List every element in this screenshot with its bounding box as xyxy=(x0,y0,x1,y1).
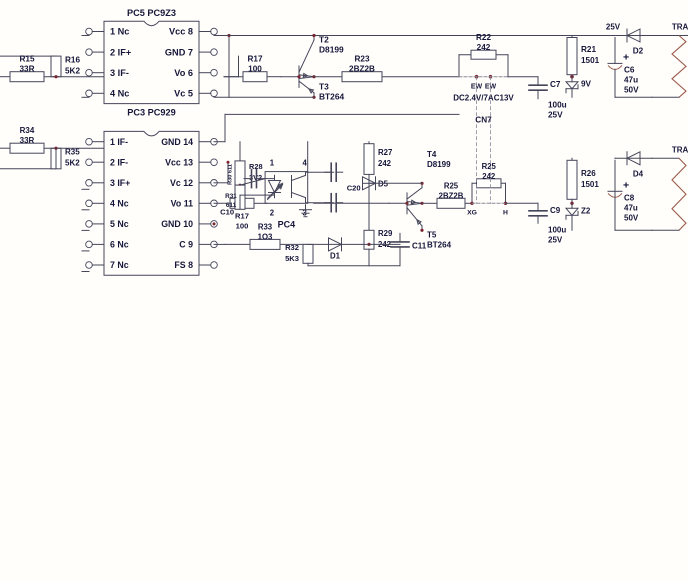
svg-text:6 Nc: 6 Nc xyxy=(110,240,129,250)
svg-text:5K2: 5K2 xyxy=(65,66,80,75)
svg-text:1501: 1501 xyxy=(581,180,599,189)
svg-text:Vo 6: Vo 6 xyxy=(174,68,193,78)
svg-text:R31: R31 xyxy=(225,193,237,200)
svg-text:C 9: C 9 xyxy=(179,240,193,250)
svg-text:BT264: BT264 xyxy=(427,240,452,249)
svg-text:R23: R23 xyxy=(354,55,369,64)
svg-text:Vc 5: Vc 5 xyxy=(174,89,193,99)
svg-text:5K3: 5K3 xyxy=(285,254,299,263)
svg-text:R22: R22 xyxy=(476,33,491,42)
svg-text:T5: T5 xyxy=(427,230,437,239)
svg-text:33R: 33R xyxy=(19,65,34,74)
svg-text:R25: R25 xyxy=(444,181,459,190)
svg-text:25V: 25V xyxy=(548,111,563,120)
svg-text:4 Nc: 4 Nc xyxy=(110,89,129,99)
svg-text:FS 8: FS 8 xyxy=(174,260,193,270)
svg-text:100u: 100u xyxy=(548,101,567,110)
svg-text:25V: 25V xyxy=(548,235,563,244)
svg-text:2 IF+: 2 IF+ xyxy=(110,47,131,57)
svg-text:R32: R32 xyxy=(285,243,299,252)
svg-text:1: 1 xyxy=(270,159,275,168)
svg-text:Vcc 8: Vcc 8 xyxy=(169,27,193,37)
svg-text:TRAN: TRAN xyxy=(672,23,688,32)
svg-text:25V: 25V xyxy=(606,23,621,32)
svg-text:100u: 100u xyxy=(548,225,566,234)
svg-text:Vo 11: Vo 11 xyxy=(171,199,193,209)
svg-text:2 IF-: 2 IF- xyxy=(110,157,128,167)
svg-text:47u: 47u xyxy=(624,75,638,84)
svg-text:3 IF+: 3 IF+ xyxy=(110,178,130,188)
svg-text:R35: R35 xyxy=(65,147,80,156)
svg-text:C10: C10 xyxy=(220,207,234,216)
svg-text:4: 4 xyxy=(303,159,308,168)
svg-text:3 IF-: 3 IF- xyxy=(110,68,129,78)
svg-text:Z2: Z2 xyxy=(581,206,591,215)
svg-text:C20: C20 xyxy=(347,183,361,192)
svg-text:D5: D5 xyxy=(378,179,389,188)
svg-text:C6: C6 xyxy=(624,65,635,74)
svg-text:50V: 50V xyxy=(624,213,639,222)
svg-text:R21: R21 xyxy=(581,45,596,54)
svg-text:C9: C9 xyxy=(550,206,561,215)
svg-text:100: 100 xyxy=(236,221,249,230)
svg-text:7 Nc: 7 Nc xyxy=(110,260,129,270)
svg-text:Vc 12: Vc 12 xyxy=(170,178,193,188)
svg-text:+: + xyxy=(623,179,629,191)
svg-text:+: + xyxy=(623,51,629,63)
svg-text:1501: 1501 xyxy=(581,56,600,65)
svg-text:242: 242 xyxy=(378,159,392,168)
svg-text:2: 2 xyxy=(270,208,275,217)
svg-text:R26: R26 xyxy=(581,169,596,178)
svg-text:XG: XG xyxy=(467,209,477,216)
svg-text:5 Nc: 5 Nc xyxy=(110,219,129,229)
svg-text:T2: T2 xyxy=(319,35,329,45)
svg-text:Vcc 13: Vcc 13 xyxy=(165,157,193,167)
svg-text:R16: R16 xyxy=(65,55,80,64)
svg-text:CN7: CN7 xyxy=(475,115,492,124)
svg-text:PC4: PC4 xyxy=(278,219,296,229)
svg-text:TRAN: TRAN xyxy=(672,145,688,154)
svg-text:GND 10: GND 10 xyxy=(161,219,193,229)
svg-text:1O3: 1O3 xyxy=(258,232,273,241)
svg-text:5K2: 5K2 xyxy=(65,158,80,167)
svg-text:BT264: BT264 xyxy=(319,91,344,101)
svg-text:1 IF-: 1 IF- xyxy=(110,137,128,147)
svg-text:242: 242 xyxy=(477,43,491,52)
svg-text:R17: R17 xyxy=(247,55,262,64)
svg-text:C7: C7 xyxy=(550,80,561,89)
svg-text:PC5 PC9Z3: PC5 PC9Z3 xyxy=(127,8,176,18)
svg-text:C8: C8 xyxy=(624,193,635,202)
svg-text:2BZ2B: 2BZ2B xyxy=(439,191,464,200)
svg-text:R25: R25 xyxy=(482,162,497,171)
svg-text:C11: C11 xyxy=(412,241,427,250)
svg-text:R34: R34 xyxy=(20,126,35,135)
svg-text:R29: R29 xyxy=(378,229,393,238)
svg-text:R27: R27 xyxy=(378,148,392,157)
svg-text:9V: 9V xyxy=(581,80,592,89)
svg-text:R17: R17 xyxy=(235,211,249,220)
svg-text:D2: D2 xyxy=(633,47,644,56)
svg-text:D1: D1 xyxy=(330,251,341,260)
svg-text:T3: T3 xyxy=(319,81,329,91)
svg-text:47u: 47u xyxy=(624,203,638,212)
svg-text:D8199: D8199 xyxy=(427,160,451,169)
svg-text:2BZ2B: 2BZ2B xyxy=(349,65,375,74)
svg-text:1 Nc: 1 Nc xyxy=(110,27,129,37)
svg-text:4 Nc: 4 Nc xyxy=(110,199,129,209)
svg-text:DC2.4V/7AC13V: DC2.4V/7AC13V xyxy=(453,94,514,103)
svg-text:R15: R15 xyxy=(19,55,34,64)
svg-text:100: 100 xyxy=(248,65,262,74)
svg-text:GND 14: GND 14 xyxy=(161,137,193,147)
svg-text:PC3 PC929: PC3 PC929 xyxy=(127,108,176,118)
svg-text:33R: 33R xyxy=(20,136,35,145)
svg-text:242: 242 xyxy=(482,172,496,181)
svg-text:R30 611: R30 611 xyxy=(228,164,234,185)
svg-text:50V: 50V xyxy=(624,85,639,94)
svg-text:T4: T4 xyxy=(427,150,437,159)
svg-text:H: H xyxy=(503,209,508,216)
svg-text:D4: D4 xyxy=(633,169,644,178)
svg-text:GND 7: GND 7 xyxy=(165,47,193,57)
svg-text:D8199: D8199 xyxy=(319,45,344,55)
svg-text:R33: R33 xyxy=(258,222,273,231)
